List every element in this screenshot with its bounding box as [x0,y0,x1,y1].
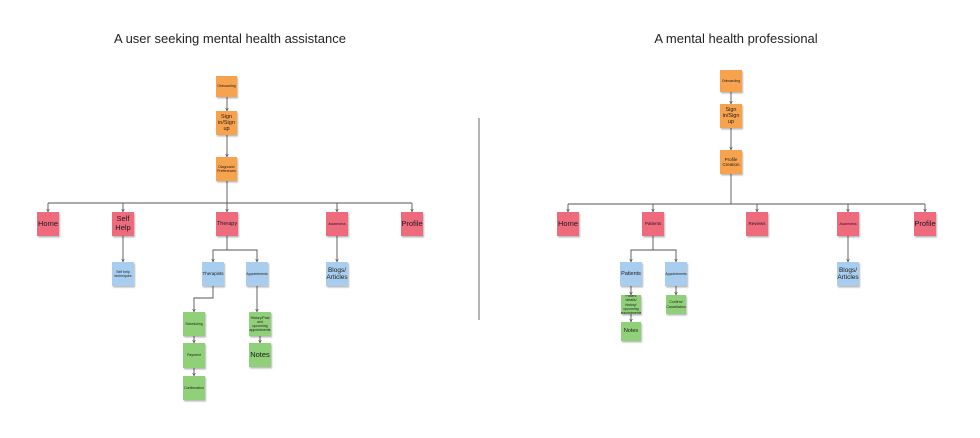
node-r-appointments[interactable]: Appointments [665,262,687,286]
node-r-blogs-articles[interactable]: Blogs/ Articles [837,262,859,286]
node-scheduling[interactable]: Scheduling [183,312,205,336]
node-appointments[interactable]: Appointments [246,262,268,286]
node-r-reviews[interactable]: Reviews [746,212,768,236]
node-r-profile-creation[interactable]: Profile Creation [720,150,742,174]
node-profile[interactable]: Profile [401,212,423,236]
edge-r-patients-appointments [653,249,676,262]
edge-therapy-split [213,236,228,262]
node-payment[interactable]: Payment [183,343,205,368]
node-history-appointments[interactable]: History/Past and upcoming appointments [249,312,271,336]
node-notes[interactable]: Notes [249,343,271,367]
node-onboarding[interactable]: Onboarding [216,76,237,97]
right-diagram-title: A mental health professional [654,31,818,46]
node-r-profile[interactable]: Profile [914,212,936,236]
node-home[interactable]: Home [37,212,59,236]
node-confirmation[interactable]: Confirmation [183,376,205,400]
node-r-patient-details[interactable]: Patient details/ history/ upcoming appoi… [621,295,641,314]
node-self-help-techniques[interactable]: Self help techniques [112,262,134,286]
node-r-home[interactable]: Home [557,212,579,236]
node-r-patients[interactable]: Patients [642,212,664,236]
node-blogs-articles[interactable]: Blogs/ Articles [326,262,348,286]
node-r-notes[interactable]: Notes [621,322,641,341]
node-r-onboarding[interactable]: Onboarding [720,70,742,92]
node-r-signin-signup[interactable]: Sign in/Sign up [720,104,742,128]
node-signin-signup[interactable]: Sign in/Sign up [216,111,237,135]
edge-therapy-appointments [227,249,257,262]
node-therapy[interactable]: Therapy [216,212,238,236]
edge-r-patients-split [631,236,654,262]
node-r-awareness[interactable]: Awareness [837,212,859,236]
edge-therapists-scheduling [194,286,214,312]
node-r-patients-child[interactable]: Patients [620,262,642,286]
node-awareness[interactable]: Awareness [326,212,348,236]
node-self-help[interactable]: Self Help [112,212,134,236]
node-diagnosis-preferences[interactable]: Diagnosis/ Preferences [216,157,237,181]
left-diagram-title: A user seeking mental health assistance [114,31,346,46]
node-therapists[interactable]: Therapists [202,262,224,286]
node-r-confirm-cancellation[interactable]: Confirm/ Cancellation [666,295,686,314]
